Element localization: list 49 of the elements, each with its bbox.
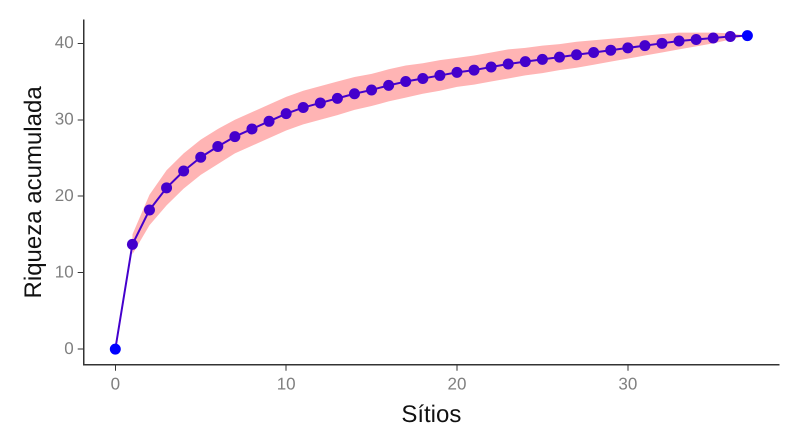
point [348, 88, 360, 100]
point [656, 38, 668, 49]
y-tick-label: 20 [54, 186, 74, 205]
point [417, 72, 428, 84]
point [520, 56, 531, 68]
point [742, 30, 753, 42]
point [144, 204, 155, 216]
point [212, 141, 224, 152]
point [434, 70, 446, 81]
y-tick-label: 40 [54, 33, 74, 52]
point [298, 102, 309, 114]
point [383, 80, 394, 91]
point [314, 97, 326, 108]
point [571, 49, 582, 60]
y-tick-label: 30 [54, 109, 74, 128]
point [246, 123, 258, 134]
point [639, 40, 650, 52]
point [622, 42, 634, 54]
point [229, 131, 240, 142]
point [400, 76, 412, 88]
point [674, 36, 685, 47]
y-tick-label: 10 [54, 262, 74, 282]
point [332, 92, 343, 104]
point [724, 30, 736, 42]
point [264, 116, 275, 127]
point [110, 344, 121, 355]
x-axis-title: Sítios [401, 401, 462, 428]
y-tick-label: 0 [64, 338, 74, 358]
x-tick-label: 30 [618, 374, 638, 394]
x-tick-label: 10 [276, 374, 296, 394]
x-tick-label: 20 [448, 374, 466, 394]
point [195, 152, 206, 163]
point [161, 182, 172, 194]
y-axis-title: Riqueza acumulada [20, 86, 48, 298]
point [690, 34, 702, 45]
point [280, 108, 292, 120]
point [554, 52, 565, 63]
point [178, 165, 190, 176]
point [486, 62, 497, 73]
x-tick-label: 0 [110, 374, 120, 394]
point [536, 54, 548, 65]
point [502, 58, 514, 70]
point [451, 66, 462, 78]
point [468, 64, 480, 76]
point [366, 84, 378, 96]
point [588, 46, 600, 58]
point [126, 238, 138, 250]
point [708, 32, 719, 44]
point [605, 44, 616, 56]
